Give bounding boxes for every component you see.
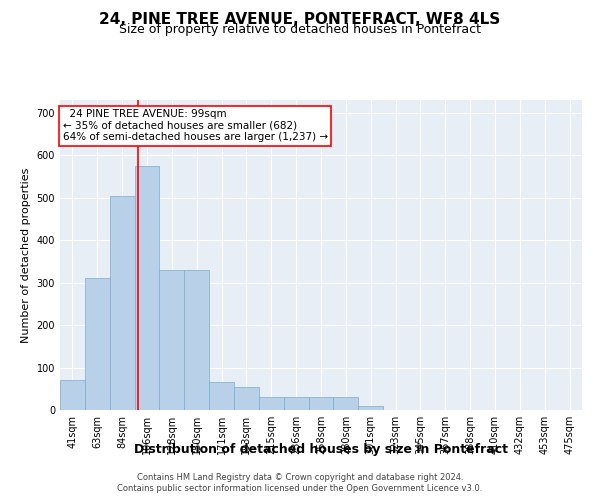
Text: Contains HM Land Registry data © Crown copyright and database right 2024.: Contains HM Land Registry data © Crown c…	[137, 472, 463, 482]
Text: Contains public sector information licensed under the Open Government Licence v3: Contains public sector information licen…	[118, 484, 482, 493]
Bar	[184, 270, 209, 410]
Y-axis label: Number of detached properties: Number of detached properties	[21, 168, 31, 342]
Bar	[284, 398, 308, 410]
Text: Distribution of detached houses by size in Pontefract: Distribution of detached houses by size …	[134, 442, 508, 456]
Text: 24, PINE TREE AVENUE, PONTEFRACT, WF8 4LS: 24, PINE TREE AVENUE, PONTEFRACT, WF8 4L…	[100, 12, 500, 28]
Bar	[334, 398, 358, 410]
Text: Size of property relative to detached houses in Pontefract: Size of property relative to detached ho…	[119, 22, 481, 36]
Bar	[308, 398, 334, 410]
Text: 24 PINE TREE AVENUE: 99sqm
← 35% of detached houses are smaller (682)
64% of sem: 24 PINE TREE AVENUE: 99sqm ← 35% of deta…	[62, 110, 328, 142]
Bar	[134, 166, 160, 410]
Bar	[110, 196, 134, 410]
Bar	[234, 386, 259, 410]
Bar	[259, 398, 284, 410]
Bar	[60, 380, 85, 410]
Bar	[358, 406, 383, 410]
Bar	[85, 278, 110, 410]
Bar	[209, 382, 234, 410]
Bar	[160, 270, 184, 410]
